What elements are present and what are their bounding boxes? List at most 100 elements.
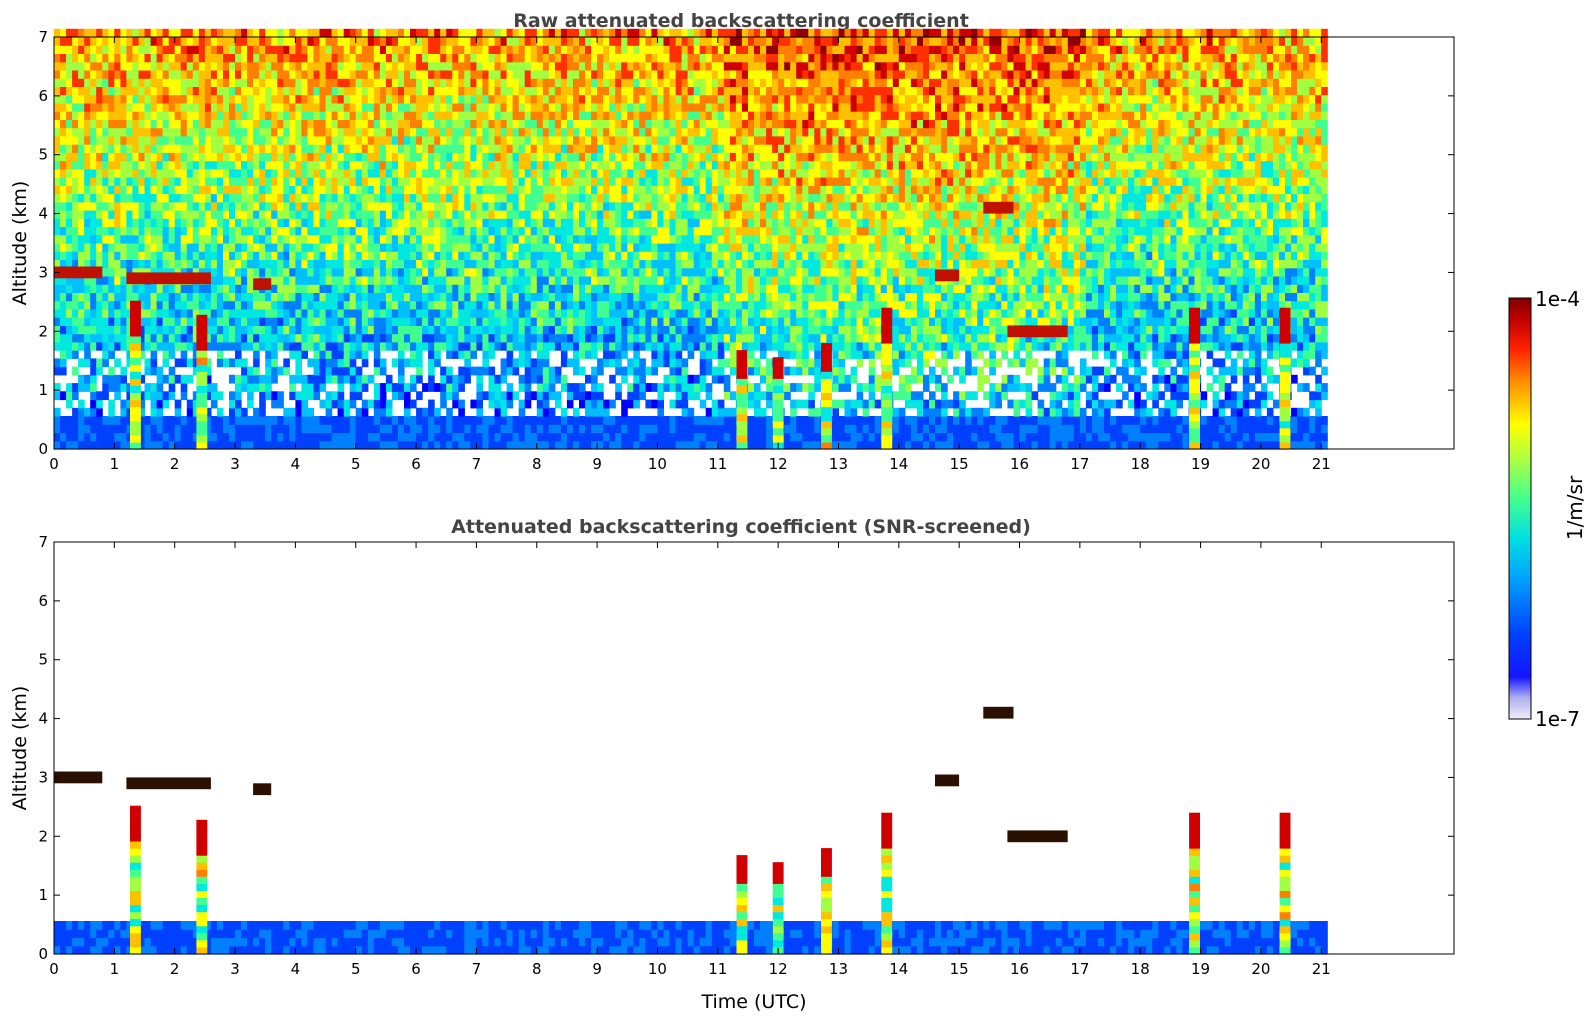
heatmap-cell (428, 177, 435, 186)
heatmap-cell (313, 432, 321, 442)
heatmap-cell (506, 358, 514, 368)
heatmap-cell (482, 160, 489, 170)
heatmap-cell (186, 135, 194, 145)
heatmap-cell (150, 424, 158, 434)
heatmap-cell (247, 440, 254, 450)
heatmap-cell (675, 185, 683, 195)
heatmap-cell (78, 424, 85, 434)
heatmap-cell (476, 383, 483, 392)
heatmap-cell (591, 292, 598, 302)
heatmap-cell (458, 152, 465, 162)
heatmap-cell (265, 193, 272, 203)
heatmap-cell (108, 28, 115, 38)
heatmap-cell (337, 350, 345, 359)
heatmap-cell (560, 61, 568, 71)
heatmap-cell (579, 127, 586, 137)
heatmap-cell (488, 201, 496, 211)
heatmap-cell (229, 45, 236, 54)
heatmap-cell (536, 193, 544, 203)
heatmap-cell (174, 45, 182, 54)
heatmap-cell (524, 102, 532, 112)
heatmap-cell (102, 86, 109, 96)
heatmap-cell (361, 218, 369, 228)
heatmap-cell (319, 292, 327, 302)
heatmap-cell (476, 284, 483, 293)
heatmap-cell (138, 399, 146, 409)
heatmap-cell (337, 61, 345, 71)
heatmap-cell (500, 53, 508, 63)
heatmap-cell (295, 127, 302, 137)
heatmap-cell (361, 45, 369, 54)
heatmap-cell (150, 168, 158, 178)
heatmap-cell (512, 28, 520, 38)
heatmap-cell (627, 300, 634, 310)
heatmap-cell (579, 267, 586, 277)
heatmap-cell (512, 308, 520, 318)
heatmap-cell (657, 325, 664, 335)
heatmap-cell (325, 350, 333, 359)
heatmap-cell (488, 102, 496, 112)
heatmap-cell (54, 160, 61, 170)
heatmap-cell (60, 135, 67, 145)
heatmap-cell (247, 267, 254, 277)
heatmap-cell (180, 308, 188, 318)
heatmap-cell (404, 391, 411, 401)
heatmap-cell (482, 127, 489, 137)
heatmap-cell (603, 218, 610, 228)
heatmap-cell (615, 416, 622, 425)
heatmap-cell (518, 37, 526, 46)
heatmap-cell (361, 168, 369, 178)
heatmap-cell (633, 86, 640, 96)
heatmap-cell (512, 251, 520, 260)
heatmap-cell (579, 243, 586, 252)
heatmap-cell (361, 53, 369, 63)
heatmap-cell (422, 317, 429, 326)
heatmap-cell (379, 226, 387, 236)
heatmap-cell (446, 416, 453, 425)
heatmap-cell (566, 300, 574, 310)
heatmap-cell (488, 160, 496, 170)
heatmap-cell (548, 276, 556, 285)
heatmap-cell (675, 284, 683, 293)
heatmap-cell (277, 234, 284, 244)
heatmap-cell (494, 119, 502, 129)
heatmap-cell (295, 37, 302, 46)
heatmap-cell (84, 300, 91, 310)
heatmap-cell (621, 300, 628, 310)
heatmap-cell (657, 127, 664, 137)
heatmap-cell (440, 144, 447, 153)
heatmap-cell (542, 424, 550, 434)
heatmap-cell (319, 259, 327, 269)
heatmap-cell (120, 119, 127, 129)
heatmap-cell (301, 78, 308, 87)
heatmap-cell (560, 94, 568, 104)
heatmap-cell (204, 325, 212, 335)
heatmap-cell (144, 201, 152, 211)
heatmap-cell (66, 111, 73, 120)
heatmap-cell (542, 251, 550, 260)
heatmap-cell (223, 78, 230, 87)
heatmap-cell (675, 201, 683, 211)
heatmap-cell (331, 226, 339, 236)
heatmap-cell (54, 53, 61, 63)
heatmap-cell (235, 399, 242, 409)
heatmap-cell (204, 135, 212, 145)
heatmap-cell (265, 243, 272, 252)
heatmap-cell (307, 284, 314, 293)
heatmap-cell (150, 251, 158, 260)
heatmap-cell (108, 70, 115, 79)
heatmap-cell (373, 407, 381, 417)
heatmap-cell (325, 300, 333, 310)
heatmap-cell (229, 127, 236, 137)
heatmap-cell (398, 333, 405, 343)
heatmap-cell (615, 440, 622, 450)
heatmap-cell (192, 102, 200, 112)
heatmap-cell (337, 94, 345, 104)
heatmap-cell (663, 424, 671, 434)
heatmap-cell (542, 119, 550, 129)
heatmap-cell (506, 61, 514, 71)
heatmap-cell (645, 300, 652, 310)
heatmap-cell (621, 45, 628, 54)
heatmap-cell (186, 53, 194, 63)
heatmap-cell (66, 28, 73, 38)
